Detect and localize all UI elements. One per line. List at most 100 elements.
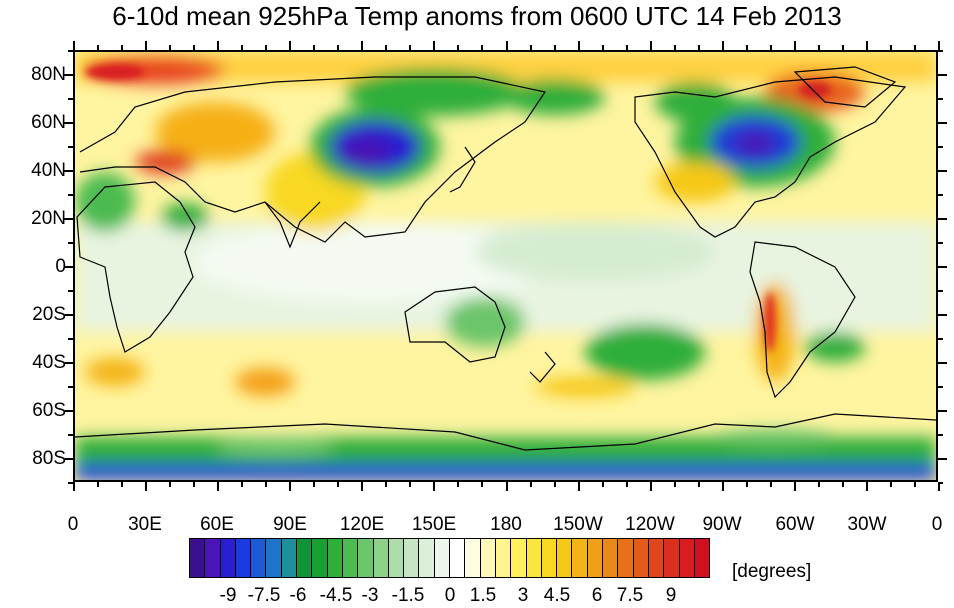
colorbar-cell <box>358 539 374 577</box>
colorbar-cell <box>342 539 359 577</box>
axis-tick <box>938 410 947 412</box>
axis-tick <box>64 170 73 172</box>
axis-tick <box>64 122 73 124</box>
axis-tick <box>68 386 73 388</box>
axis-tick <box>938 362 947 364</box>
plot-title: 6-10d mean 925hPa Temp anoms from 0600 U… <box>112 1 842 31</box>
axis-tick <box>938 146 943 148</box>
colorbar-cell <box>541 539 558 577</box>
axis-tick <box>938 314 947 316</box>
axis-tick <box>68 98 73 100</box>
colorbar-cell <box>495 539 512 577</box>
lat-label-20n: 20N <box>31 208 66 229</box>
colorbar-label: 4.5 <box>543 585 571 606</box>
lon-label-30e: 30E <box>128 514 162 535</box>
lat-label-80n: 80N <box>31 64 66 85</box>
axis-tick <box>938 194 943 196</box>
axis-tick <box>578 41 580 50</box>
colorbar-cell <box>205 539 221 577</box>
axis-tick <box>746 45 748 50</box>
colorbar-label: -6 <box>289 585 307 606</box>
axis-tick <box>193 482 195 487</box>
axis-tick <box>506 482 508 491</box>
axis-tick <box>938 41 940 50</box>
colorbar-cell <box>266 539 282 577</box>
axis-tick <box>602 482 604 487</box>
axis-tick <box>698 45 700 50</box>
axis-tick <box>914 482 916 487</box>
colorbar-cell <box>480 539 496 577</box>
colorbar-cell <box>465 539 481 577</box>
temperature-anomaly-map <box>73 50 938 482</box>
colorbar-cell <box>572 539 588 577</box>
colorbar-cell <box>618 539 634 577</box>
lon-label-180: 180 <box>490 514 522 535</box>
lon-label-30w: 30W <box>847 514 887 535</box>
colorbar-label: 7.5 <box>616 585 644 606</box>
lat-label-40s: 40S <box>32 352 66 373</box>
colorbar-units: [degrees] <box>732 561 812 582</box>
axis-tick <box>938 242 943 244</box>
colorbar-cell <box>373 539 389 577</box>
axis-tick <box>818 482 820 487</box>
axis-tick <box>64 314 73 316</box>
axis-tick <box>64 266 73 268</box>
axis-tick <box>650 41 652 50</box>
axis-tick <box>842 45 844 50</box>
lon-label-150w: 150W <box>553 514 603 535</box>
colorbar-label: 9 <box>665 585 677 606</box>
colorbar-cell <box>220 539 236 577</box>
axis-tick <box>361 41 363 50</box>
axis-tick <box>289 482 291 491</box>
axis-tick <box>938 266 947 268</box>
colorbar-cell <box>679 539 695 577</box>
axis-tick <box>433 41 435 50</box>
colorbar-label: -9 <box>219 585 237 606</box>
axis-tick <box>530 45 532 50</box>
axis-tick <box>73 482 75 491</box>
axis-tick <box>938 338 943 340</box>
axis-tick <box>722 41 724 50</box>
colorbar-cell <box>664 539 680 577</box>
axis-tick <box>457 45 459 50</box>
axis-tick <box>674 482 676 487</box>
axis-tick <box>481 482 483 487</box>
axis-tick <box>289 41 291 50</box>
axis-tick <box>64 362 73 364</box>
axis-tick <box>313 45 315 50</box>
colorbar-label: -7.5 <box>247 585 281 606</box>
axis-tick <box>97 482 99 487</box>
axis-tick <box>554 482 556 487</box>
colorbar-label: -4.5 <box>319 585 353 606</box>
axis-tick <box>554 45 556 50</box>
axis-tick <box>68 290 73 292</box>
colorbar-cell <box>419 539 435 577</box>
colorbar-cell <box>251 539 267 577</box>
axis-tick <box>650 482 652 491</box>
axis-tick <box>481 45 483 50</box>
lon-label-120w: 120W <box>625 514 675 535</box>
axis-tick <box>409 482 411 487</box>
axis-tick <box>866 482 868 491</box>
axis-tick <box>626 482 628 487</box>
map-canvas <box>75 52 936 480</box>
axis-tick <box>602 45 604 50</box>
axis-tick <box>217 482 219 491</box>
coastlines <box>75 66 936 451</box>
axis-tick <box>818 45 820 50</box>
axis-tick <box>64 410 73 412</box>
colorbar-cell <box>633 539 649 577</box>
lon-label-60e: 60E <box>200 514 234 535</box>
axis-tick <box>890 482 892 487</box>
colorbar-cell <box>511 539 527 577</box>
axis-tick <box>68 482 73 484</box>
axis-tick <box>938 98 943 100</box>
axis-tick <box>64 218 73 220</box>
axis-tick <box>866 41 868 50</box>
lat-label-20s: 20S <box>32 304 66 325</box>
lat-label-60n: 60N <box>31 112 66 133</box>
lon-label-90e: 90E <box>273 514 307 535</box>
axis-tick <box>217 41 219 50</box>
colorbar-cell <box>434 539 451 577</box>
axis-tick <box>722 482 724 491</box>
